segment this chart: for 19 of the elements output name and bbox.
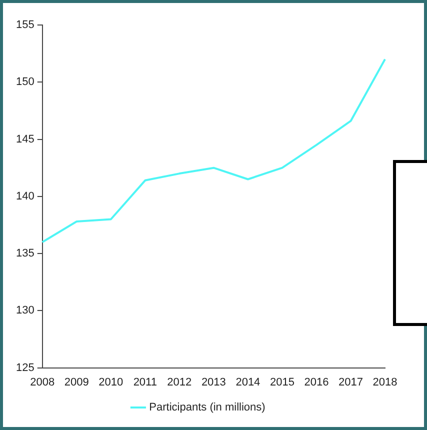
y-tick-label: 155 xyxy=(16,19,34,32)
x-tick-label: 2018 xyxy=(372,376,398,388)
x-tick-label: 2011 xyxy=(133,376,157,388)
x-tick-label: 2013 xyxy=(201,376,226,388)
x-tick-label: 2014 xyxy=(236,376,260,388)
y-tick-label: 150 xyxy=(16,76,34,88)
x-tick-label: 2015 xyxy=(270,376,294,388)
x-tick-label: 2012 xyxy=(167,376,192,388)
y-tick-label: 145 xyxy=(16,133,34,146)
y-tick-label: 135 xyxy=(16,248,34,260)
x-tick-label: 2010 xyxy=(98,376,124,388)
x-tick-label: 2017 xyxy=(338,376,363,388)
x-tick-label: 2009 xyxy=(64,376,89,388)
y-tick-label: 130 xyxy=(16,304,34,317)
x-tick-label: 2016 xyxy=(304,376,329,388)
x-tick-label: 2008 xyxy=(30,376,55,388)
y-tick-label: 140 xyxy=(16,190,34,202)
y-tick-label: 125 xyxy=(16,362,34,374)
legend-label: Participants (in millions) xyxy=(149,402,266,414)
